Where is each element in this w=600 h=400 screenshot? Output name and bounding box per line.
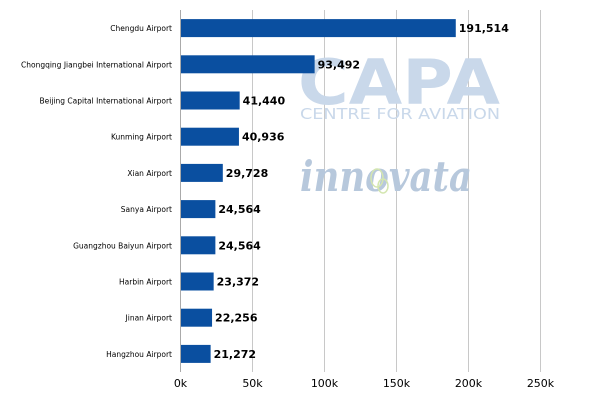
- bar-9: [181, 344, 211, 363]
- innovata-watermark: innovata: [300, 152, 472, 201]
- bar-5: [181, 200, 216, 219]
- data-label-0: 191,514: [459, 22, 509, 35]
- x-tick-label-1: 50k: [242, 377, 263, 390]
- data-label-9: 21,272: [214, 348, 256, 361]
- watermark-layer: CAPA CENTRE FOR AVIATION innovata: [298, 46, 500, 201]
- data-label-8: 22,256: [215, 312, 258, 325]
- data-label-1: 93,492: [318, 58, 360, 71]
- bar-0: [181, 19, 456, 38]
- category-label-7: Harbin Airport: [119, 278, 172, 287]
- bar-4: [181, 163, 223, 182]
- bar-2: [181, 91, 240, 110]
- data-label-6: 24,564: [218, 239, 261, 252]
- bar-6: [181, 236, 216, 255]
- centre-for-aviation-watermark: CENTRE FOR AVIATION: [300, 105, 500, 123]
- category-label-1: Chongqing Jiangbei International Airport: [21, 60, 172, 69]
- x-tick-label-3: 150k: [383, 377, 411, 390]
- category-label-9: Hangzhou Airport: [106, 350, 172, 359]
- category-label-3: Kunming Airport: [111, 133, 172, 142]
- x-tick-label-4: 200k: [455, 377, 483, 390]
- bars-layer: [181, 19, 456, 363]
- data-label-2: 41,440: [243, 95, 286, 108]
- data-label-4: 29,728: [226, 167, 268, 180]
- category-label-0: Chengdu Airport: [110, 24, 172, 33]
- capa-watermark: CAPA: [298, 46, 500, 119]
- data-label-5: 24,564: [218, 203, 261, 216]
- x-tick-label-5: 250k: [527, 377, 555, 390]
- data-label-3: 40,936: [242, 131, 285, 144]
- category-label-6: Guangzhou Baiyun Airport: [73, 241, 172, 250]
- bar-7: [181, 272, 214, 291]
- category-label-4: Xian Airport: [127, 169, 172, 178]
- category-label-8: Jinan Airport: [125, 314, 173, 323]
- data-label-7: 23,372: [217, 276, 259, 289]
- bar-8: [181, 308, 213, 327]
- category-label-2: Beijing Capital International Airport: [39, 97, 172, 106]
- bar-1: [181, 55, 315, 74]
- x-tick-label-2: 100k: [311, 377, 339, 390]
- labels-layer: 0k 50k 100k 150k 200k 250k Chengdu Airport 191,…: [21, 22, 555, 390]
- bar-3: [181, 127, 239, 146]
- category-label-5: Sanya Airport: [121, 205, 172, 214]
- innovata-leaf-icon: [370, 168, 389, 194]
- x-tick-label-0: 0k: [174, 377, 188, 390]
